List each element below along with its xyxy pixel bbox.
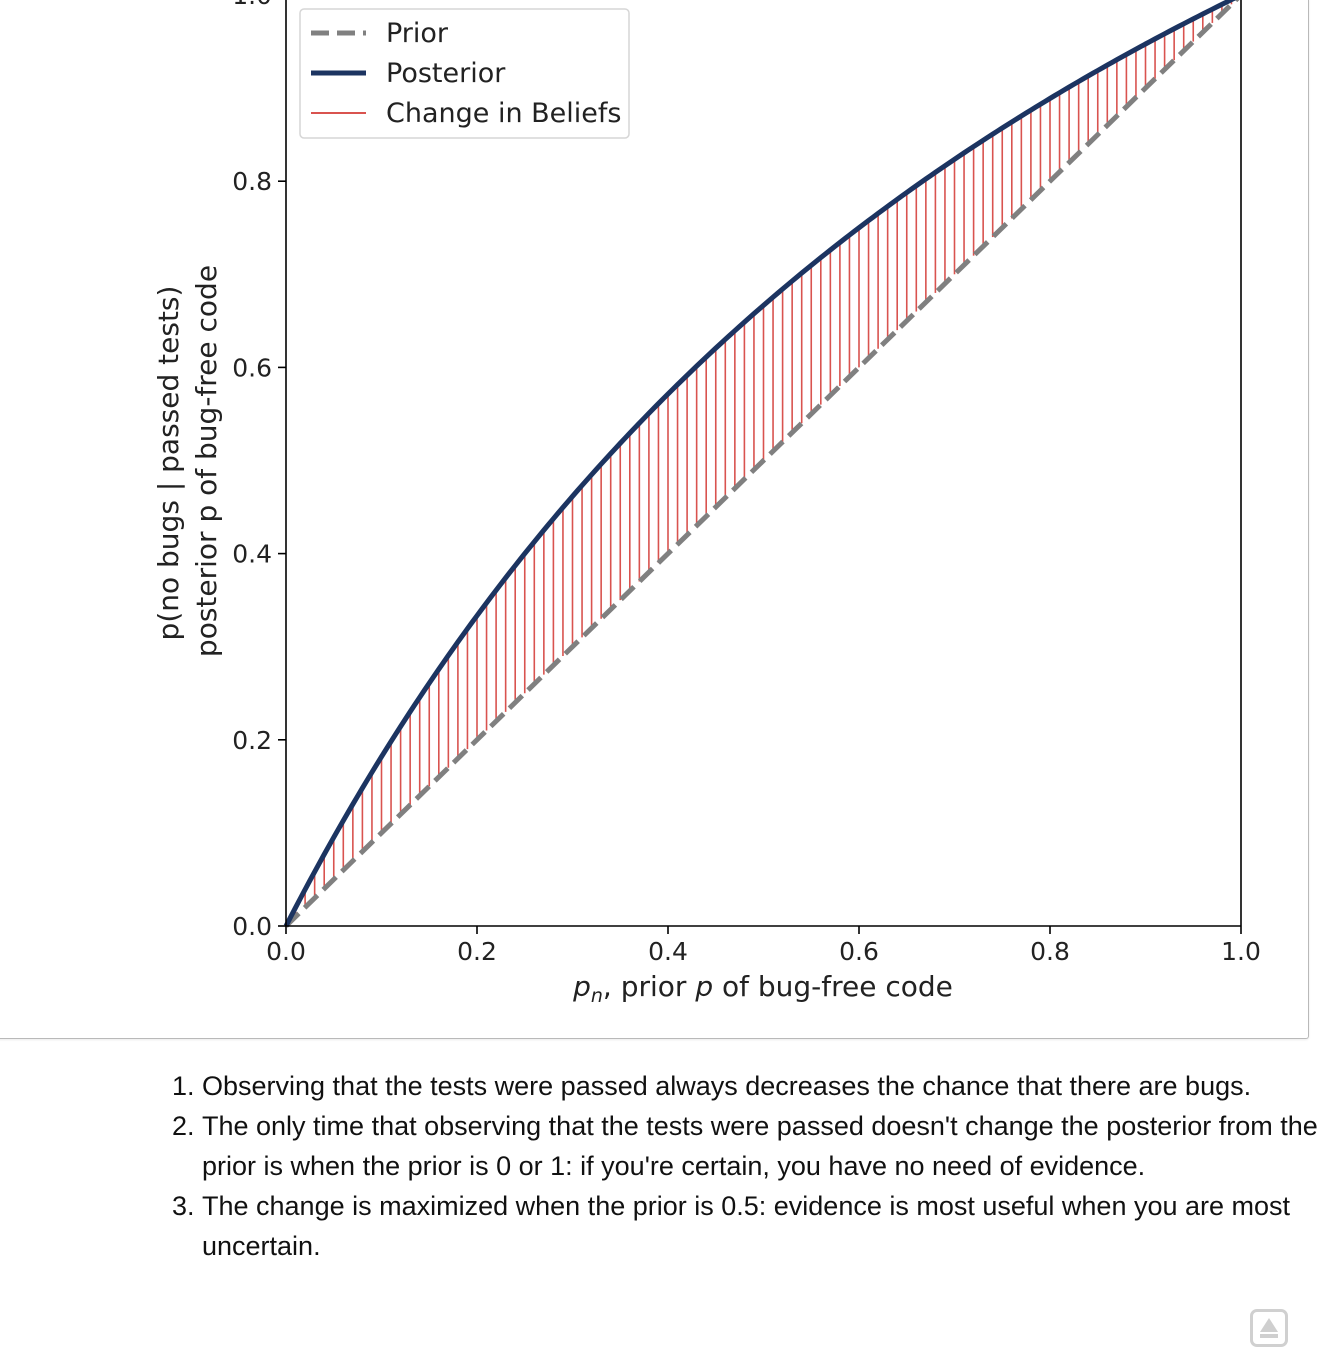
- y-axis-title-line2: posterior p of bug-free code: [190, 265, 223, 657]
- scroll-to-top-icon-base: [1260, 1334, 1278, 1338]
- y-tick-label-0.2: 0.2: [232, 726, 272, 755]
- x-tick-label-0.6: 0.6: [839, 937, 879, 966]
- observations-list: Observing that the tests were passed alw…: [160, 1066, 1322, 1266]
- x-axis-title: pn, prior p of bug-free code: [572, 970, 953, 1007]
- x-tick-label-0.0: 0.0: [266, 937, 306, 966]
- y-tick-label-0.8: 0.8: [232, 167, 272, 196]
- prior-line: [286, 0, 1241, 926]
- observation-item-1: Observing that the tests were passed alw…: [202, 1066, 1322, 1106]
- posterior-vs-prior-chart: 0.0 0.2 0.4 0.6 0.8 1.0 0.0 0.2 0.4 0.6 0.8 1.0 pn,…: [0, 0, 1308, 1038]
- legend-prior-label: Prior: [386, 18, 449, 49]
- x-tick-label-1.0: 1.0: [1221, 937, 1261, 966]
- scroll-to-top-button[interactable]: [1250, 1309, 1288, 1347]
- scroll-to-top-icon: [1260, 1318, 1278, 1332]
- x-tick-label-0.8: 0.8: [1030, 937, 1070, 966]
- axis-ticks: 0.0 0.2 0.4 0.6 0.8 1.0 0.0 0.2 0.4 0.6 0.8 1.0: [232, 0, 1261, 966]
- observation-item-3: The change is maximized when the prior i…: [202, 1186, 1322, 1266]
- x-tick-label-0.4: 0.4: [648, 937, 688, 966]
- prior-series: [286, 0, 1241, 926]
- figure-panel: 0.0 0.2 0.4 0.6 0.8 1.0 0.0 0.2 0.4 0.6 0.8 1.0 pn,…: [0, 0, 1309, 1039]
- legend-change-label: Change in Beliefs: [386, 98, 621, 129]
- y-axis-title-line1: p(no bugs | passed tests): [152, 286, 185, 641]
- y-tick-label-0.0: 0.0: [232, 912, 272, 941]
- y-tick-label-0.6: 0.6: [232, 353, 272, 382]
- y-tick-label-0.4: 0.4: [232, 540, 272, 569]
- observation-item-2: The only time that observing that the te…: [202, 1106, 1322, 1186]
- y-tick-label-1.0: 1.0: [232, 0, 272, 10]
- x-tick-label-0.2: 0.2: [457, 937, 497, 966]
- legend: Prior Posterior Change in Beliefs: [300, 9, 629, 138]
- legend-posterior-label: Posterior: [386, 58, 506, 89]
